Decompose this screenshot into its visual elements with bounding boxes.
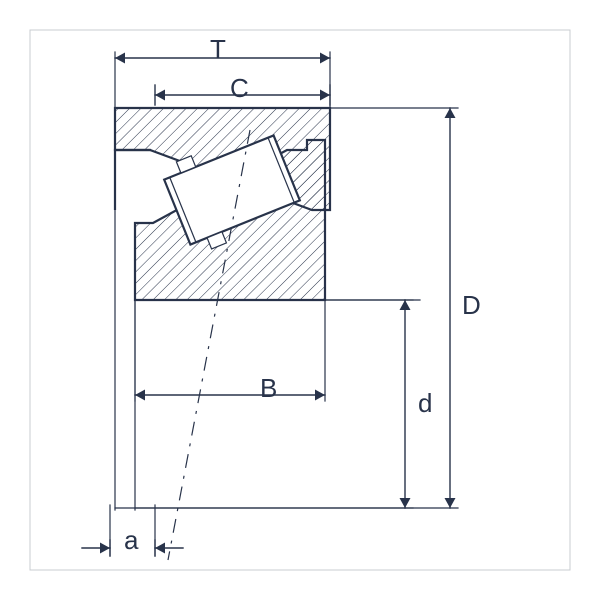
label-a: a [124, 525, 138, 556]
label-B: B [260, 373, 277, 404]
bearing-diagram: T C B D d a [0, 0, 600, 600]
diagram-svg [0, 0, 600, 600]
label-D: D [462, 290, 481, 321]
label-d: d [418, 388, 432, 419]
label-T: T [210, 34, 226, 65]
label-C: C [230, 73, 249, 104]
